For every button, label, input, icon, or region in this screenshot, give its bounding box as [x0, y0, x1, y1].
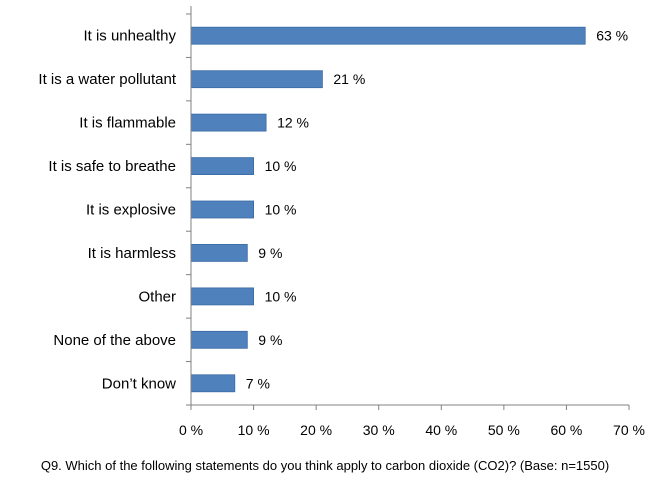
axes	[186, 6, 630, 410]
category-label: Other	[138, 288, 176, 305]
data-label: 9 %	[258, 245, 282, 261]
data-label: 10 %	[265, 202, 297, 218]
category-label: It is explosive	[86, 202, 176, 219]
bars-group	[190, 26, 586, 393]
bar	[190, 26, 586, 45]
bar	[190, 287, 254, 306]
data-label: 21 %	[333, 71, 365, 87]
bar	[190, 157, 254, 176]
x-tick-labels: 0 % 10 % 20 % 30 % 40 % 50 % 60 % 70 %	[179, 422, 645, 438]
x-tick-label: 70 %	[613, 422, 645, 438]
x-tick-label: 60 %	[550, 422, 582, 438]
bar	[190, 200, 254, 219]
bar	[190, 243, 248, 262]
bar	[190, 113, 267, 132]
x-tick-label: 0 %	[179, 422, 203, 438]
data-label: 10 %	[265, 288, 297, 304]
bar	[190, 374, 236, 393]
value-labels: 63 % 21 % 12 % 10 % 10 % 9 % 10 % 9 % 7 %	[246, 28, 628, 392]
data-label: 63 %	[596, 28, 628, 44]
bar	[190, 70, 323, 89]
category-label: It is flammable	[79, 115, 176, 132]
data-label: 12 %	[277, 115, 309, 131]
chart-caption: Q9. Which of the following statements do…	[41, 458, 609, 473]
category-label: It is unhealthy	[83, 28, 176, 45]
x-tick-label: 20 %	[300, 422, 332, 438]
category-labels: It is unhealthy It is a water pollutant It…	[38, 28, 176, 393]
category-label: It is a water pollutant	[38, 71, 176, 88]
data-label: 7 %	[246, 375, 270, 391]
category-label: None of the above	[53, 332, 176, 349]
x-tick-label: 50 %	[488, 422, 520, 438]
category-label: It is safe to breathe	[48, 158, 176, 175]
x-tick-label: 10 %	[238, 422, 270, 438]
bar	[190, 330, 248, 349]
data-label: 10 %	[265, 158, 297, 174]
x-tick-label: 30 %	[363, 422, 395, 438]
data-label: 9 %	[258, 332, 282, 348]
x-tick-label: 40 %	[425, 422, 457, 438]
category-label: It is harmless	[88, 245, 176, 262]
category-label: Don’t know	[102, 375, 176, 392]
